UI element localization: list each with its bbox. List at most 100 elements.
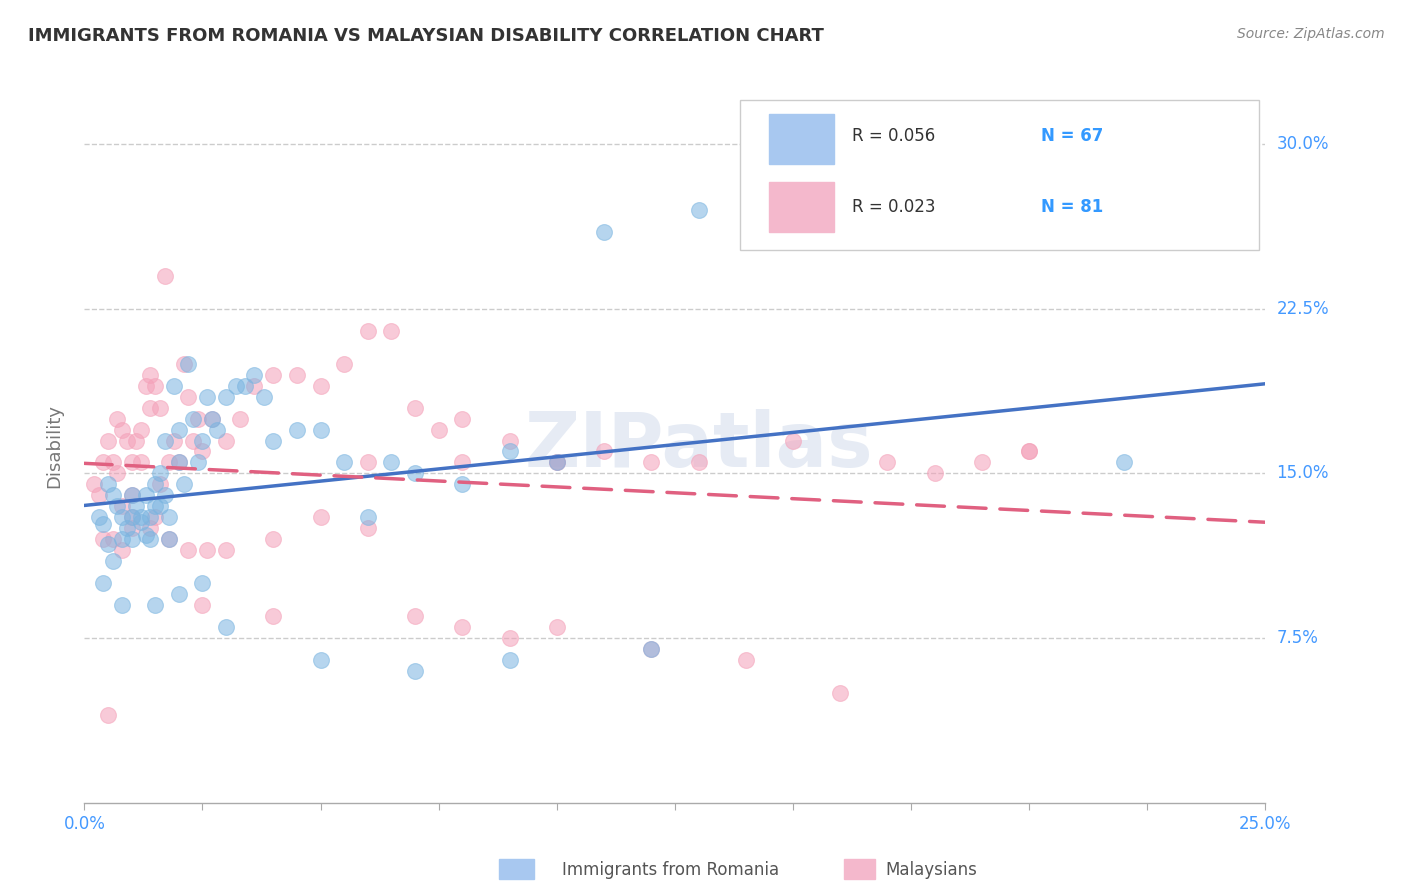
Point <box>243 378 266 392</box>
Point <box>688 455 710 469</box>
Text: Source: ZipAtlas.com: Source: ZipAtlas.com <box>1237 27 1385 41</box>
Point <box>546 455 568 469</box>
Point <box>215 543 238 558</box>
Point <box>640 642 662 657</box>
Point <box>253 390 276 404</box>
Point <box>135 378 157 392</box>
Point <box>129 455 152 469</box>
Point <box>91 516 114 531</box>
Point <box>163 378 186 392</box>
Point <box>498 653 520 667</box>
Point <box>546 455 568 469</box>
Point <box>139 401 162 415</box>
Point <box>640 642 662 657</box>
Point <box>121 533 143 547</box>
Point <box>177 390 200 404</box>
Point <box>135 528 157 542</box>
Point <box>101 488 124 502</box>
Point <box>593 444 616 458</box>
Point <box>181 434 204 448</box>
Point <box>357 455 380 469</box>
Text: 7.5%: 7.5% <box>1277 629 1319 647</box>
Point <box>153 488 176 502</box>
Point <box>115 434 138 448</box>
Point <box>924 467 946 481</box>
Point <box>187 455 209 469</box>
Point <box>97 708 120 723</box>
Point <box>107 500 129 514</box>
Text: N = 67: N = 67 <box>1040 127 1104 145</box>
Point <box>87 488 110 502</box>
Point <box>125 434 148 448</box>
Point <box>782 434 804 448</box>
Text: IMMIGRANTS FROM ROMANIA VS MALAYSIAN DISABILITY CORRELATION CHART: IMMIGRANTS FROM ROMANIA VS MALAYSIAN DIS… <box>28 27 824 45</box>
Point <box>427 423 450 437</box>
Point <box>101 554 124 568</box>
Point <box>262 434 284 448</box>
Point <box>167 455 190 469</box>
Point <box>111 543 134 558</box>
Point <box>157 533 180 547</box>
Point <box>153 268 176 283</box>
Point <box>121 510 143 524</box>
Point <box>143 378 166 392</box>
Point <box>87 510 110 524</box>
Point <box>970 455 993 469</box>
Point <box>157 510 180 524</box>
Point <box>143 598 166 612</box>
Point <box>143 500 166 514</box>
Point <box>149 401 172 415</box>
Point <box>173 477 195 491</box>
Point <box>195 543 218 558</box>
Point <box>688 202 710 217</box>
Point <box>167 587 190 601</box>
Point <box>593 225 616 239</box>
Point <box>380 455 402 469</box>
Point <box>97 434 120 448</box>
Point <box>111 598 134 612</box>
Text: 15.0%: 15.0% <box>1277 465 1329 483</box>
Point <box>163 434 186 448</box>
Point <box>111 533 134 547</box>
Point <box>546 455 568 469</box>
Point <box>309 423 332 437</box>
Point <box>262 609 284 624</box>
Point <box>201 411 224 425</box>
Point <box>357 521 380 535</box>
Point <box>107 467 129 481</box>
Text: 22.5%: 22.5% <box>1277 300 1329 318</box>
Point <box>111 500 134 514</box>
Point <box>498 444 520 458</box>
Point <box>215 390 238 404</box>
Point <box>121 510 143 524</box>
Point <box>734 653 756 667</box>
Point <box>157 533 180 547</box>
Point <box>139 533 162 547</box>
Point <box>167 423 190 437</box>
Point <box>177 357 200 371</box>
Point <box>309 510 332 524</box>
Point <box>149 467 172 481</box>
Point <box>262 533 284 547</box>
Point <box>121 488 143 502</box>
Point <box>1112 455 1135 469</box>
Point <box>498 434 520 448</box>
Point <box>229 411 252 425</box>
Point <box>309 378 332 392</box>
Point <box>404 467 426 481</box>
Point <box>91 455 114 469</box>
Point <box>125 500 148 514</box>
Point <box>233 378 256 392</box>
FancyBboxPatch shape <box>740 100 1260 250</box>
Point <box>546 620 568 634</box>
Point <box>129 510 152 524</box>
Point <box>97 477 120 491</box>
Point <box>101 533 124 547</box>
Point <box>91 533 114 547</box>
Point <box>404 401 426 415</box>
Point <box>451 620 474 634</box>
Point <box>121 488 143 502</box>
Point <box>876 455 898 469</box>
Point <box>177 543 200 558</box>
Point <box>107 411 129 425</box>
